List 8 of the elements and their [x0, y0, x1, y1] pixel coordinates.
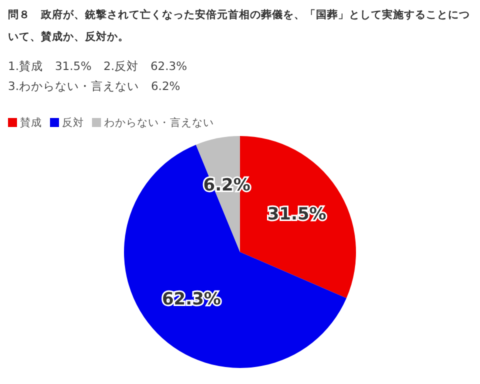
chart-title: 問８ 政府が、銃撃されて亡くなった安倍元首相の葬儀を、「国葬」として実施することについて、賛成か、反対か。: [8, 8, 471, 45]
data-label: 62.3%: [162, 290, 221, 310]
chart-subtitle: 1.賛成 31.5% 2.反対 62.3% 3.わからない・言えない 6.2%: [8, 58, 188, 95]
legend-label: 反対: [62, 117, 84, 129]
data-label: 31.5%: [267, 204, 326, 225]
legend-label: 賛成: [20, 117, 42, 129]
pie-slice: [124, 144, 346, 368]
legend-label: わからない・言えない: [104, 117, 214, 129]
